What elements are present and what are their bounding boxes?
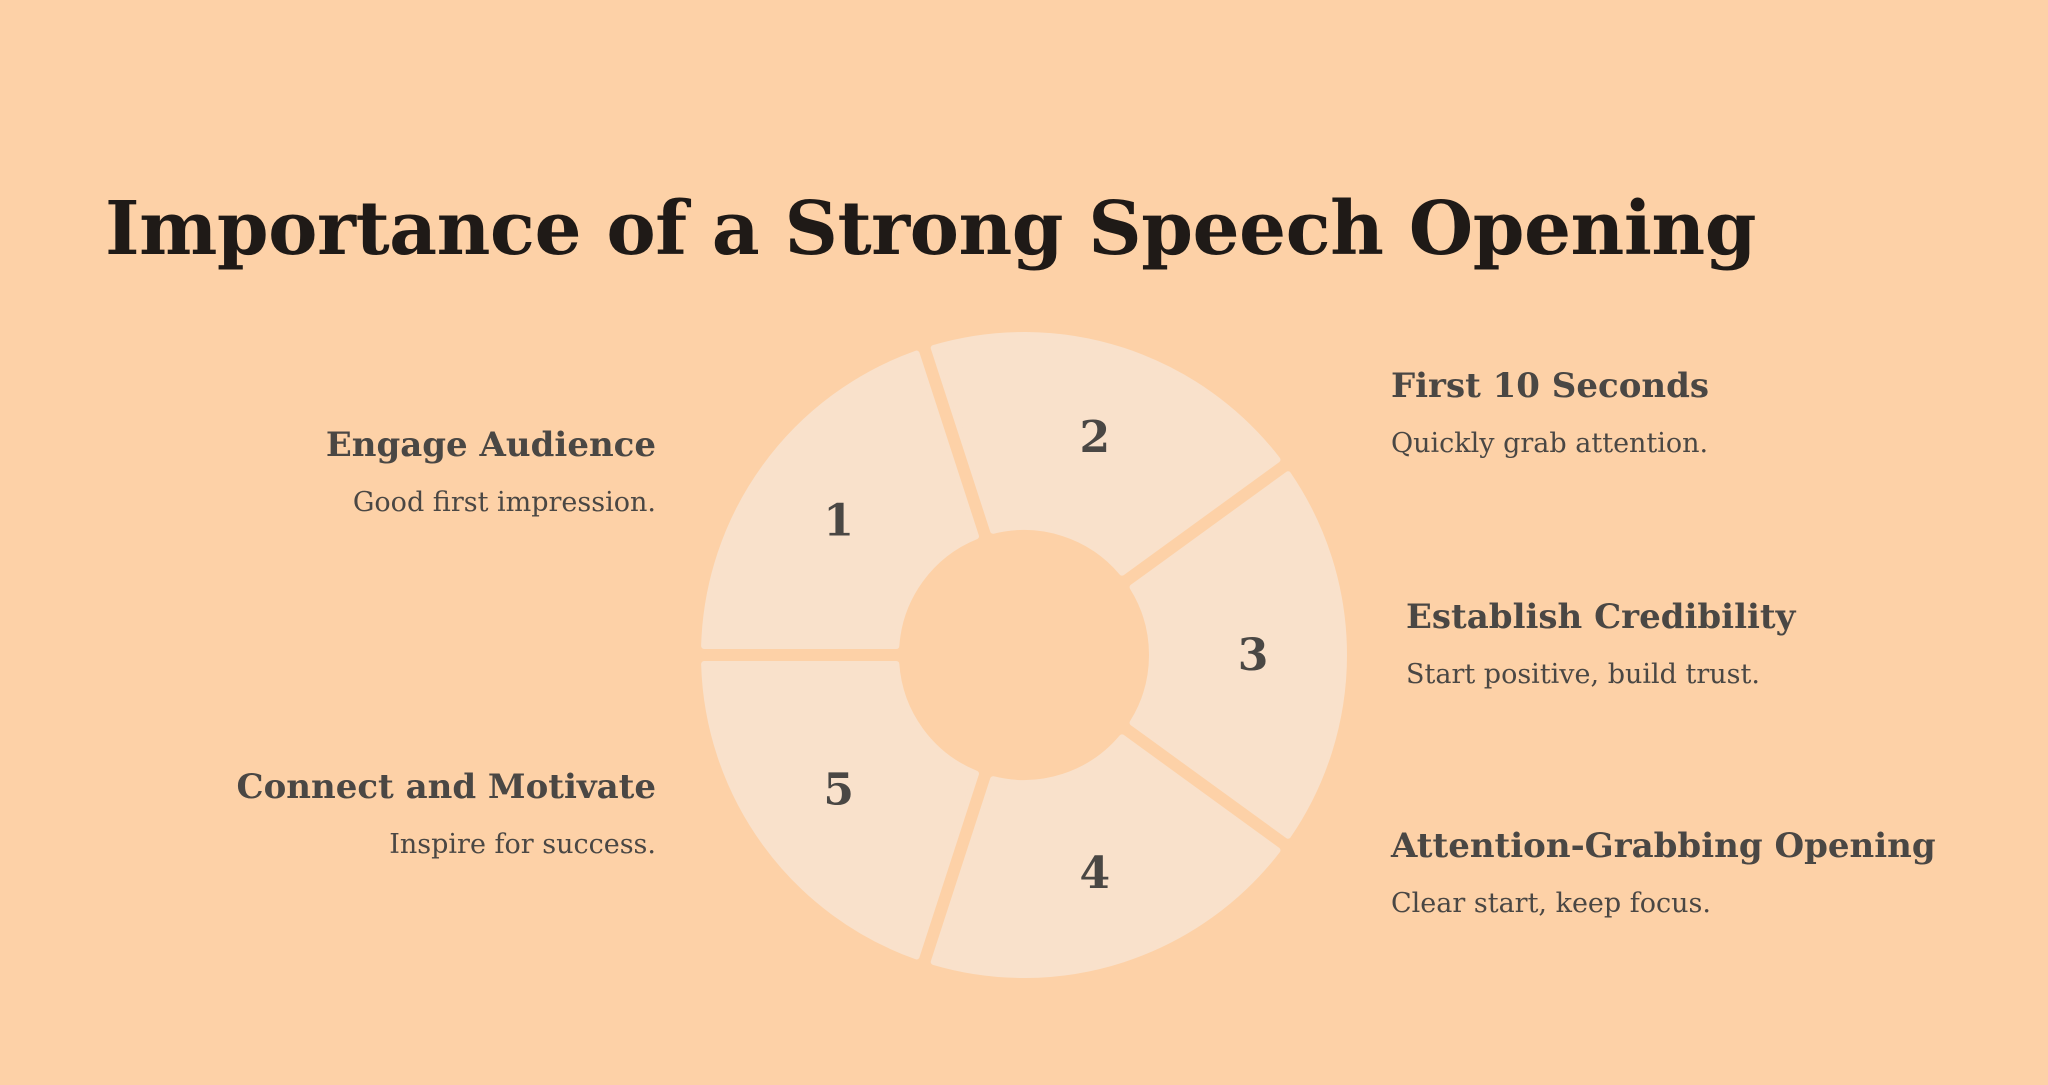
donut-segment-3 xyxy=(1129,471,1347,839)
donut-segment-5 xyxy=(701,660,979,960)
segment-heading: Engage Audience xyxy=(325,425,656,465)
donut-segment-2 xyxy=(930,332,1281,576)
segment-number: 1 xyxy=(823,495,854,546)
donut-segment-1 xyxy=(701,350,979,650)
segment-heading: Connect and Motivate xyxy=(236,767,656,807)
page-title: Importance of a Strong Speech Opening xyxy=(105,186,1756,272)
segment-description: Start positive, build trust. xyxy=(1406,659,1760,690)
label-engage-audience: Engage Audience Good first impression. xyxy=(96,425,656,518)
segment-description: Inspire for success. xyxy=(389,829,656,860)
segment-number: 4 xyxy=(1079,848,1110,899)
donut-segment-4 xyxy=(930,734,1281,978)
label-establish-credibility: Establish Credibility Start positive, bu… xyxy=(1406,597,1966,690)
segment-description: Clear start, keep focus. xyxy=(1391,888,1711,919)
segment-heading: First 10 Seconds xyxy=(1391,366,1710,406)
segment-number: 5 xyxy=(823,765,854,816)
segment-description: Quickly grab attention. xyxy=(1391,428,1709,459)
label-first-10-seconds: First 10 Seconds Quickly grab attention. xyxy=(1391,366,1951,459)
segment-description: Good first impression. xyxy=(352,487,656,518)
label-attention-grabbing-opening: Attention-Grabbing Opening Clear start, … xyxy=(1391,826,1951,919)
segment-number: 3 xyxy=(1238,630,1269,681)
segment-heading: Establish Credibility xyxy=(1406,597,1796,637)
segment-number: 2 xyxy=(1079,412,1110,463)
label-connect-and-motivate: Connect and Motivate Inspire for success… xyxy=(96,767,656,860)
segment-heading: Attention-Grabbing Opening xyxy=(1391,826,1936,866)
